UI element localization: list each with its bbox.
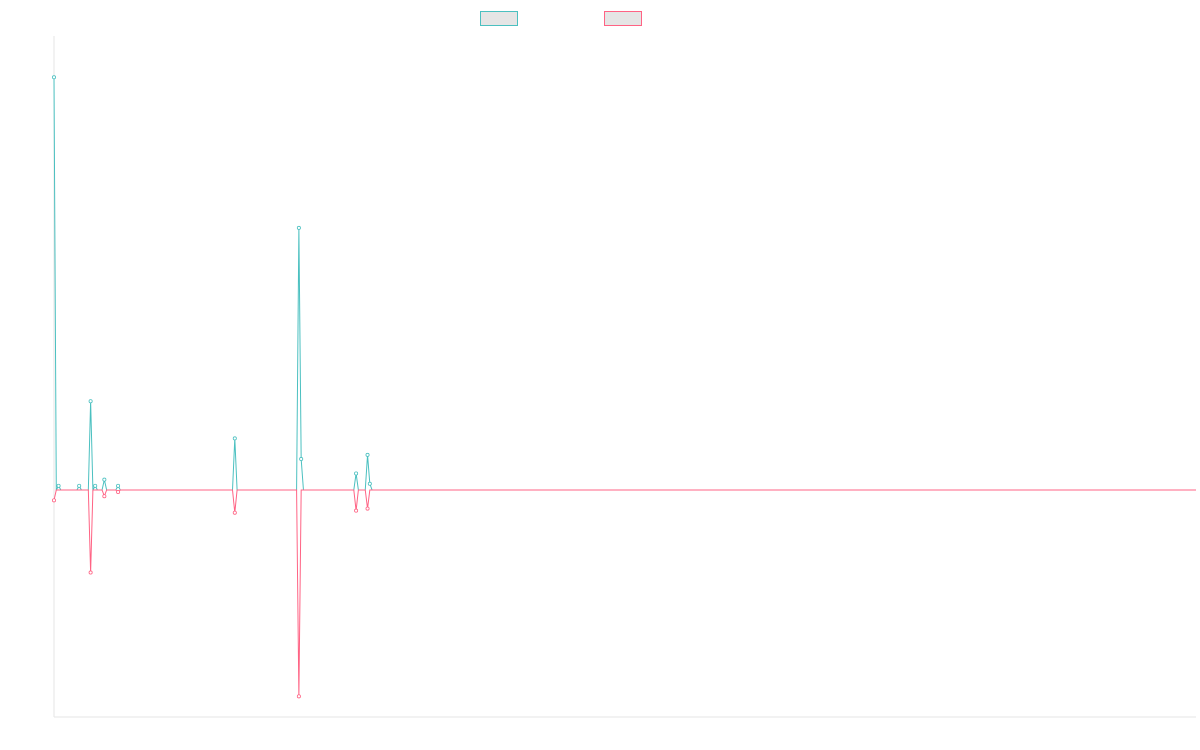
data-point-series-2-107 xyxy=(296,694,301,699)
data-point-series-1-0 xyxy=(52,75,57,80)
legend-swatch-series-2 xyxy=(604,10,642,26)
data-point-series-2-28 xyxy=(116,490,121,495)
series-layer xyxy=(52,75,1196,699)
series-line-2 xyxy=(53,489,1196,697)
data-point-series-1-79 xyxy=(232,436,237,441)
plot-area xyxy=(52,36,1196,718)
data-point-series-1-11 xyxy=(77,483,82,488)
data-point-series-2-0 xyxy=(52,498,57,503)
legend-item-series-1[interactable] xyxy=(480,9,524,27)
series-2 xyxy=(52,489,1196,699)
data-point-series-1-2 xyxy=(56,483,61,488)
data-point-series-2-79 xyxy=(232,510,237,515)
legend-swatch-series-1 xyxy=(480,10,518,26)
data-point-series-1-132 xyxy=(354,471,359,476)
data-point-series-2-137 xyxy=(365,506,370,511)
legend-item-series-2[interactable] xyxy=(604,9,648,27)
data-point-series-2-16 xyxy=(88,570,93,575)
data-point-series-1-22 xyxy=(102,477,107,482)
data-point-series-2-132 xyxy=(354,508,359,513)
series-1 xyxy=(52,75,1196,492)
data-point-series-1-108 xyxy=(299,457,304,462)
data-point-series-1-16 xyxy=(88,399,93,404)
chart-legend xyxy=(0,9,1200,27)
data-point-series-1-28 xyxy=(116,483,121,488)
data-point-series-1-137 xyxy=(365,452,370,457)
data-point-series-1-18 xyxy=(93,483,98,488)
data-point-series-1-138 xyxy=(367,481,372,486)
series-line-1 xyxy=(53,77,1196,492)
data-point-series-2-22 xyxy=(102,494,107,499)
data-point-series-1-107 xyxy=(296,225,301,230)
